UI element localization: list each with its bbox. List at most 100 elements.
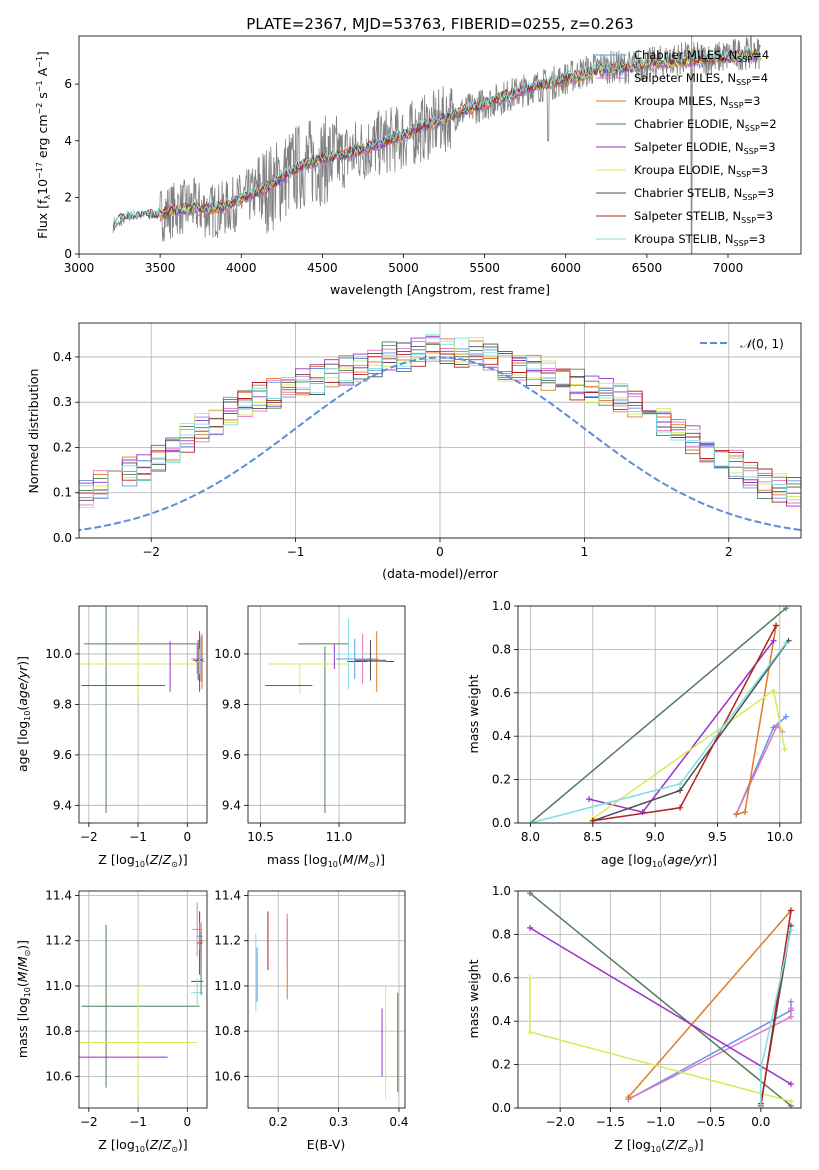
y-tick-label: 11.2 — [45, 934, 72, 948]
y-tick-label: 10.8 — [45, 1024, 72, 1038]
weight-line-3 — [530, 607, 787, 823]
y-tick-label: 9.6 — [53, 748, 72, 762]
axes-frame — [247, 890, 406, 1109]
extinction-mass-panel-plot-area — [255, 911, 399, 1099]
x-axis-label: Z [log10(Z/Z⊙)] — [614, 1137, 703, 1154]
axes-frame — [247, 605, 406, 824]
histogram-series-0 — [79, 337, 801, 515]
y-tick-label: 0.4 — [53, 350, 72, 364]
axes-frame — [78, 605, 208, 824]
legend-label: Salpeter STELIB, NSSP=3 — [634, 209, 773, 225]
metallicity-weight-panel-plot-area — [527, 891, 794, 1108]
weight-marker — [527, 820, 534, 823]
weight-marker — [757, 1065, 764, 1072]
weight-marker — [677, 804, 684, 811]
legend-label: Kroupa ELODIE, NSSP=3 — [634, 163, 768, 179]
spectrum-panel-plot-area — [112, 36, 761, 254]
metallicity-age-panel: −2 −1 0 9.4 9.6 9.8 10.0 — [45, 605, 208, 844]
age-weight-panel: 8.0 8.5 9.0 9.5 10.0 0.0 0.2 0.4 0.6 0.8 1.0 — [492, 599, 802, 844]
x-tick-label: −1.5 — [596, 1115, 625, 1129]
y-tick-label: 0.0 — [492, 1101, 511, 1115]
x-tick-label: −1.0 — [646, 1115, 675, 1129]
y-axis-label: mass weight — [466, 959, 481, 1038]
y-tick-label: 9.8 — [222, 697, 241, 711]
y-tick-label: 0.4 — [492, 1014, 511, 1028]
x-tick-label: 2 — [725, 545, 733, 559]
metallicity-age-panel-plot-area — [79, 606, 205, 813]
weight-marker — [787, 998, 794, 1005]
y-tick-label: 9.6 — [222, 748, 241, 762]
weight-marker — [527, 924, 534, 931]
metallicity-mass-panel: −2 −1 0 10.6 10.8 11.0 11.2 11.4 — [45, 889, 208, 1129]
x-tick-label: 4000 — [226, 261, 257, 275]
weight-marker — [741, 809, 748, 816]
x-tick-label: −1 — [129, 830, 147, 844]
weight-marker — [781, 746, 788, 753]
y-axis-label: age [log10(age/yr)] — [15, 656, 32, 772]
weight-marker — [770, 687, 777, 694]
weight-line-3 — [529, 892, 792, 1107]
x-tick-label: 7000 — [713, 261, 744, 275]
y-tick-label: 0.2 — [492, 773, 511, 787]
histogram-panel: −2 −1 0 1 2 0.0 0.1 0.2 0.3 0.4 — [53, 322, 802, 559]
y-tick-label: 0 — [64, 247, 72, 261]
y-tick-label: 9.4 — [53, 798, 72, 812]
x-tick-label: −1 — [287, 545, 305, 559]
y-tick-label: 6 — [64, 77, 72, 91]
model-line-5 — [163, 50, 761, 218]
x-tick-label: −2 — [80, 1115, 98, 1129]
weight-line-4 — [529, 927, 792, 1085]
weight-marker — [770, 637, 777, 644]
y-tick-label: 11.4 — [45, 889, 72, 903]
y-tick-label: 0.8 — [492, 927, 511, 941]
histogram-series-1 — [79, 341, 801, 508]
mass-age-panel-plot-area — [265, 618, 395, 813]
y-tick-label: 0.2 — [492, 1058, 511, 1072]
histogram-series-3 — [79, 341, 801, 514]
y-tick-label: 0.6 — [492, 971, 511, 985]
weight-marker — [733, 811, 740, 818]
x-tick-label: 0 — [183, 1115, 191, 1129]
weight-marker — [757, 1105, 764, 1108]
histogram-series-5 — [79, 336, 801, 510]
x-tick-label: 0 — [436, 545, 444, 559]
weight-line-0 — [628, 1001, 792, 1100]
axes-frame — [78, 35, 802, 255]
y-tick-label: 11.0 — [214, 979, 241, 993]
weight-marker — [527, 1029, 534, 1036]
y-tick-label: 0.1 — [53, 486, 72, 500]
y-tick-label: 1.0 — [492, 599, 511, 613]
legend-label: Chabrier STELIB, NSSP=3 — [634, 186, 774, 202]
weight-line-1 — [735, 723, 783, 815]
weight-marker — [677, 780, 684, 787]
metallicity-mass-panel-plot-area — [79, 902, 204, 1099]
y-tick-label: 2 — [64, 190, 72, 204]
y-tick-label: 1.0 — [492, 884, 511, 898]
x-tick-label: 5000 — [388, 261, 419, 275]
age-weight-panel-plot-area — [527, 606, 792, 823]
weight-line-2 — [736, 625, 777, 816]
x-tick-label: 0.2 — [269, 1115, 288, 1129]
legend-label: Chabrier ELODIE, NSSP=2 — [634, 117, 777, 133]
x-tick-label: 0.0 — [751, 1115, 770, 1129]
y-tick-label: 10.6 — [45, 1069, 72, 1083]
x-tick-label: 6500 — [632, 261, 663, 275]
x-tick-label: 0.4 — [389, 1115, 408, 1129]
legend-label: Kroupa STELIB, NSSP=3 — [634, 232, 765, 248]
y-axis-label: mass weight — [466, 674, 481, 753]
x-axis-label: Z [log10(Z/Z⊙)] — [98, 1137, 187, 1154]
weight-marker — [677, 787, 684, 794]
legend-label: Salpeter MILES, NSSP=4 — [634, 71, 768, 87]
data-spectrum-line — [112, 36, 761, 254]
x-tick-label: 10.5 — [247, 830, 274, 844]
y-tick-label: 0.0 — [492, 816, 511, 830]
x-tick-label: 3000 — [64, 261, 95, 275]
legend-label: Salpeter ELODIE, NSSP=3 — [634, 140, 776, 156]
model-line-8 — [112, 47, 760, 226]
chart-title: PLATE=2367, MJD=53763, FIBERID=0255, z=0… — [246, 15, 633, 33]
weight-marker — [787, 1098, 794, 1105]
histogram-panel-plot-area — [79, 334, 801, 532]
legend-label: Chabrier MILES, NSSP=4 — [634, 48, 769, 64]
y-tick-label: 0.0 — [53, 531, 72, 545]
